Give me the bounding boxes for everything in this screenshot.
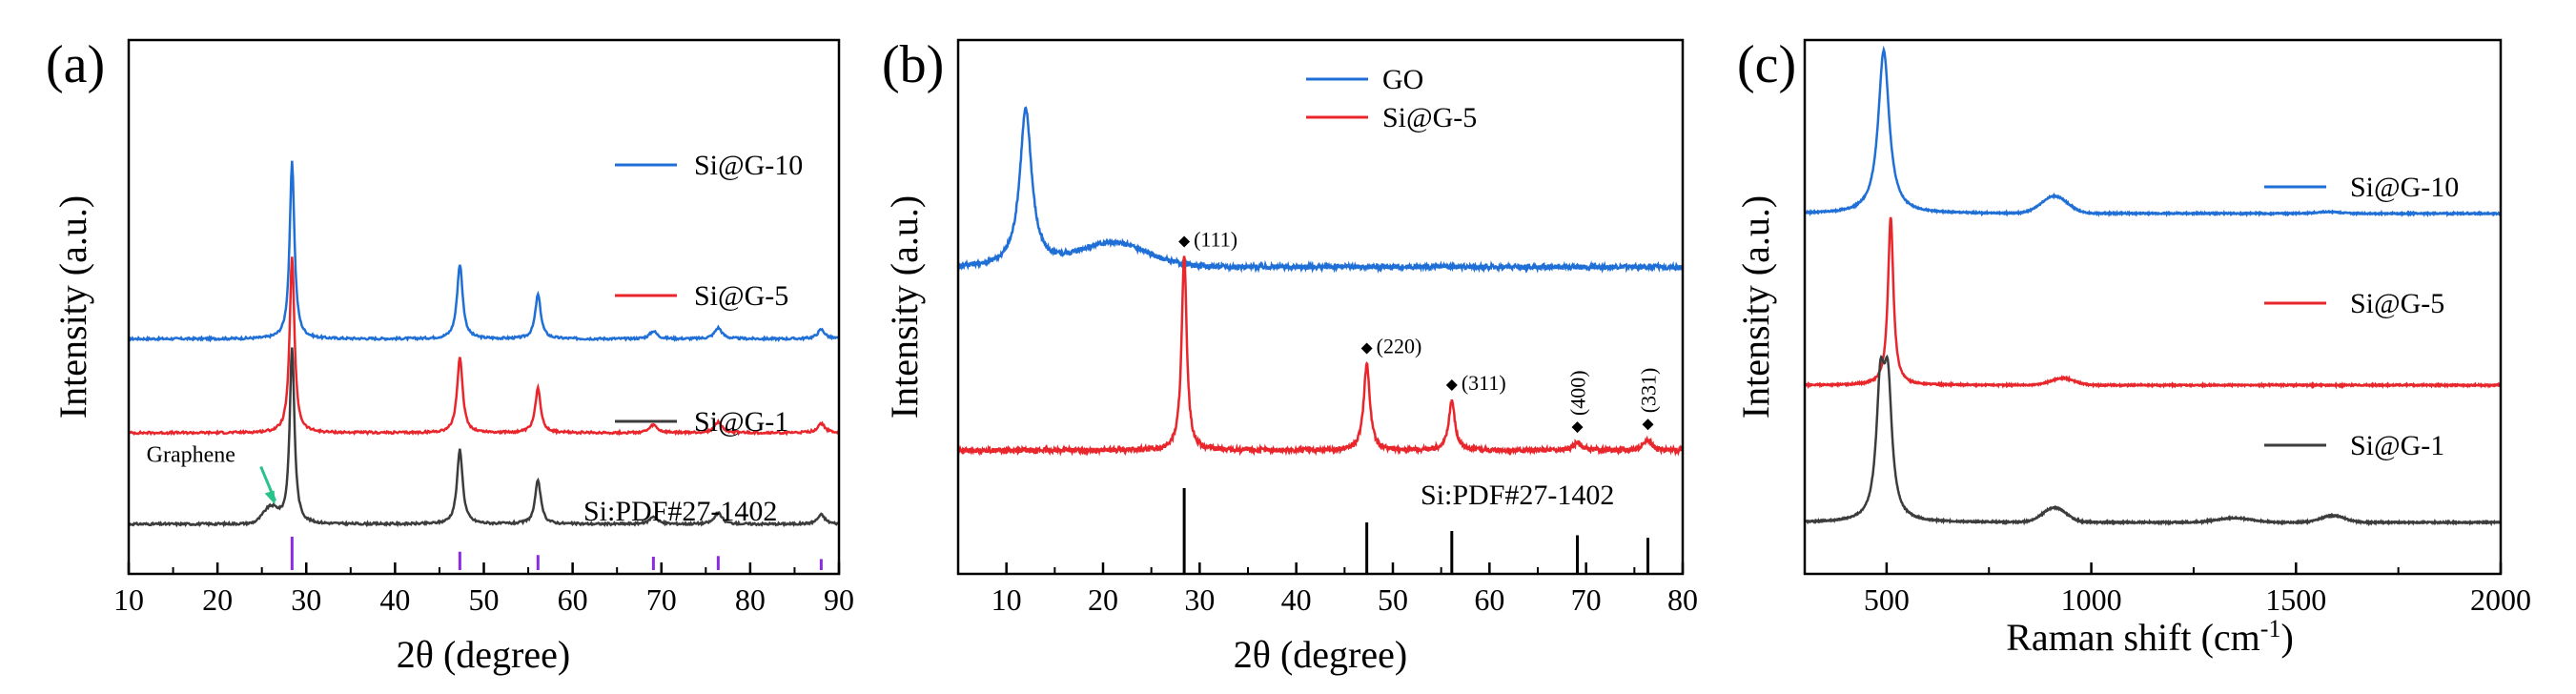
panel-b-peak-label-400: (400): [1566, 370, 1590, 416]
panel-c-x-tick-label: 1500: [2265, 582, 2326, 617]
panel-c-legend-si-g-5: Si@G-5: [2350, 288, 2444, 319]
panel-a: (a) 10 20 30 40 50 60 70 80 90 Graphene Si@G-10 …: [46, 35, 854, 676]
panel-c-legend-si-g-1: Si@G-1: [2350, 430, 2444, 461]
panel-c-x-tick-label: 2000: [2470, 582, 2531, 617]
panel-b-peak-marker: [1642, 418, 1654, 431]
panel-a-reference-label: Si:PDF#27-1402: [583, 496, 777, 527]
panel-a-x-tick-label: 50: [469, 582, 500, 617]
panel-a-series-si-g-1: [128, 347, 840, 528]
panel-c-x-axis-title-main: Raman shift (cm: [2006, 616, 2260, 659]
panel-b-label: (b): [882, 35, 944, 94]
panel-c-legend-si-g-10: Si@G-10: [2350, 172, 2459, 203]
panel-a-x-axis-title: 2θ (degree): [397, 633, 570, 676]
panel-b-reference-label: Si:PDF#27-1402: [1421, 480, 1614, 511]
panel-a-series-si-g-10: [128, 160, 840, 343]
panel-b-legend-si-g-5: Si@G-5: [1382, 102, 1477, 133]
panel-c-x-tick-label: 1000: [2061, 582, 2122, 617]
panel-c: (c) 500 1000 1500 2000 Si@G-10 Si@G-5 Si@G-…: [1734, 35, 2531, 659]
panel-b: (b) 10 20 30 40 50 60 70 80 (111) (220) (311) (400…: [882, 35, 1698, 676]
panel-b-peak-label-220: (220): [1377, 335, 1422, 358]
panel-b-x-tick-label: 70: [1571, 582, 1602, 617]
panel-b-peak-marker: [1571, 421, 1584, 434]
panel-c-plot-frame: [1803, 38, 2503, 576]
panel-b-series-si-g-5: [956, 255, 1685, 457]
panel-a-x-tick-label: 40: [379, 582, 410, 617]
panel-c-y-axis-title: Intensity (a.u.): [1734, 195, 1777, 418]
panel-b-series-go: [956, 106, 1684, 275]
panel-a-label: (a): [46, 35, 105, 94]
panel-b-peak-marker: [1178, 235, 1191, 248]
panel-b-x-tick-label: 40: [1281, 582, 1312, 617]
panel-b-y-axis-title: Intensity (a.u.): [883, 195, 926, 418]
panel-c-label: (c): [1737, 35, 1796, 94]
panel-a-x-tick-label: 90: [824, 582, 854, 617]
panel-c-x-axis-title: Raman shift (cm-1): [2006, 615, 2294, 660]
panel-b-x-tick-label: 80: [1667, 582, 1698, 617]
panel-b-x-axis-title: 2θ (degree): [1234, 633, 1407, 676]
panel-c-x-tick-label: 500: [1864, 582, 1910, 617]
panel-b-peak-label-311: (311): [1462, 371, 1506, 395]
panel-b-x-tick-label: 60: [1474, 582, 1504, 617]
panel-c-series-si-g-1: [1803, 354, 2502, 527]
panel-a-graphene-arrowhead: [264, 490, 276, 505]
panel-b-x-tick-label: 10: [992, 582, 1022, 617]
panel-b-x-tick-label: 50: [1378, 582, 1408, 617]
panel-a-legend-si-g-5: Si@G-5: [694, 280, 788, 312]
panel-a-plot-frame: [127, 38, 841, 576]
panel-a-x-tick-label: 80: [735, 582, 766, 617]
panel-b-peak-label-111: (111): [1194, 228, 1237, 252]
panel-a-x-tick-label: 30: [291, 582, 321, 617]
panel-c-series-si-g-10: [1804, 45, 2502, 218]
panel-a-series-si-g-5: [127, 256, 841, 437]
panel-a-annotation-graphene: Graphene: [147, 443, 235, 468]
panel-b-x-tick-label: 20: [1088, 582, 1118, 617]
panel-c-series-si-g-5: [1804, 216, 2502, 390]
panel-b-x-tick-label: 30: [1184, 582, 1215, 617]
panel-a-legend-si-g-10: Si@G-10: [694, 150, 803, 181]
panel-c-x-axis-title-end: ): [2280, 616, 2293, 659]
panel-b-legend-go: GO: [1382, 64, 1423, 95]
panel-a-x-tick-label: 10: [113, 582, 144, 617]
panel-b-peak-marker: [1445, 379, 1458, 391]
panel-b-peak-label-331: (331): [1637, 368, 1661, 414]
panel-b-plot-frame: [956, 38, 1685, 576]
panel-a-x-tick-label: 60: [558, 582, 588, 617]
panel-b-peak-marker: [1360, 342, 1373, 355]
panel-a-x-tick-label: 70: [646, 582, 677, 617]
panel-a-y-axis-title: Intensity (a.u.): [51, 195, 94, 418]
panel-a-x-tick-label: 20: [202, 582, 233, 617]
panel-c-x-axis-title-sup: -1: [2260, 615, 2281, 643]
panel-a-legend-si-g-1: Si@G-1: [694, 406, 788, 438]
